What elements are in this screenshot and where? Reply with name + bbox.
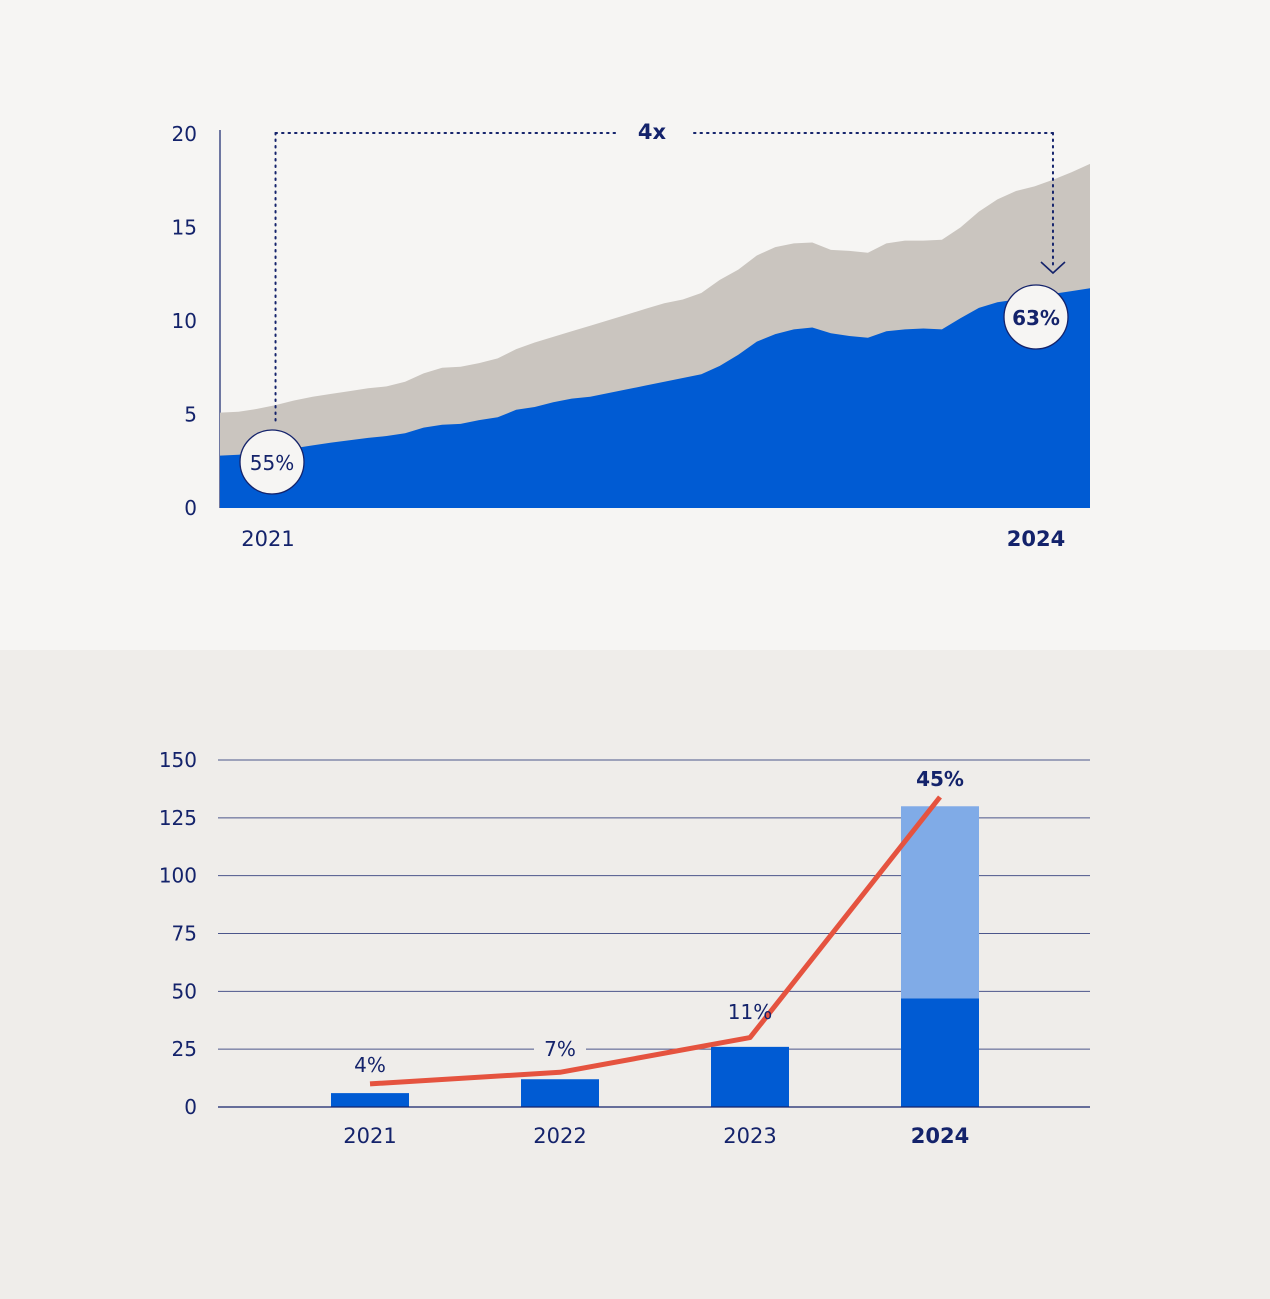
area-y-tick-label: 0 xyxy=(184,496,197,520)
bar-2023-base xyxy=(711,1046,789,1107)
area-y-tick-label: 5 xyxy=(184,403,197,427)
bar-2021-base xyxy=(331,1093,409,1107)
bar-2024-base xyxy=(901,998,979,1107)
line-label-knockout xyxy=(534,1032,586,1062)
bar-y-tick-label: 25 xyxy=(172,1037,197,1061)
bar-y-tick-label: 150 xyxy=(159,748,197,772)
end-share-label: 63% xyxy=(1012,306,1060,330)
bar-chart-panel xyxy=(0,650,1270,1299)
bar-y-tick-label: 50 xyxy=(172,979,197,1003)
line-label-2022: 7% xyxy=(544,1037,576,1061)
start-share-circle xyxy=(239,429,305,495)
bar-y-tick-label: 125 xyxy=(159,806,197,830)
area-y-tick-label: 10 xyxy=(172,309,197,333)
area-series-highlighted xyxy=(220,288,1090,508)
bar-y-tick-label: 100 xyxy=(159,864,197,888)
area-x-label-start: 2021 xyxy=(241,527,294,551)
start-share-label: 55% xyxy=(250,451,294,475)
area-y-tick-label: 20 xyxy=(172,122,197,146)
area-y-tick-label: 15 xyxy=(172,216,197,240)
bar-2022-base xyxy=(521,1079,599,1107)
bar-x-label-2024: 2024 xyxy=(911,1124,969,1148)
growth-rate-line xyxy=(369,795,942,1087)
bar-2024-additional xyxy=(901,806,979,999)
line-label-2024: 45% xyxy=(916,767,964,791)
end-share-circle xyxy=(1003,284,1069,350)
line-label-2023: 11% xyxy=(728,1000,772,1024)
bar-x-label-2022: 2022 xyxy=(533,1124,586,1148)
growth-label: 4x xyxy=(638,120,667,144)
chevron-down-icon xyxy=(1040,261,1066,275)
bar-x-label-2023: 2023 xyxy=(723,1124,776,1148)
area-x-label-end: 2024 xyxy=(1007,527,1065,551)
bar-x-label-2021: 2021 xyxy=(343,1124,396,1148)
line-label-2021: 4% xyxy=(354,1053,386,1077)
bar-y-tick-label: 0 xyxy=(184,1095,197,1119)
bar-y-tick-label: 75 xyxy=(172,922,197,946)
